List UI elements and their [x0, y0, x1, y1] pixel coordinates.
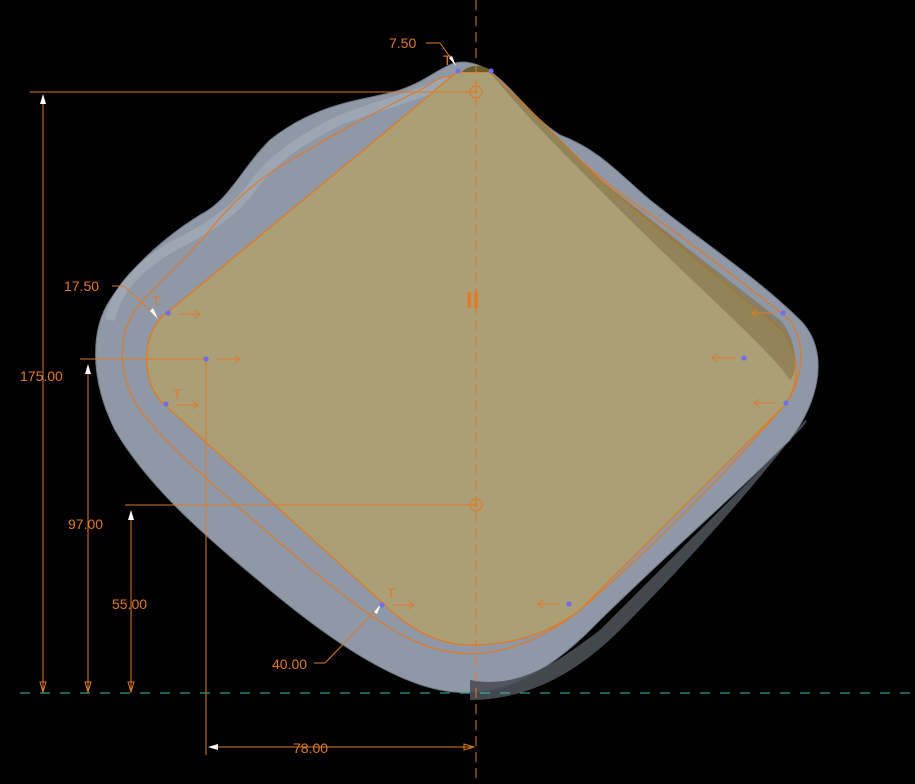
arrow-left-icon: [753, 398, 776, 408]
arrow-right-icon: [180, 309, 201, 319]
arrow-left-icon: [751, 308, 774, 318]
sketch-profile[interactable]: [145, 66, 797, 646]
arrow-left-icon: [537, 599, 560, 609]
dot-icon[interactable]: [780, 310, 786, 316]
dimension-left-radius[interactable]: 17.50: [64, 278, 159, 319]
arrowhead-icon: [208, 744, 218, 750]
dimension-half-width[interactable]: 78.00: [208, 740, 476, 756]
dimension-left-height[interactable]: 97.00: [68, 364, 103, 694]
arrow-right-icon: [176, 400, 199, 410]
arrowhead-icon: [449, 56, 456, 66]
dot-icon[interactable]: [488, 68, 494, 74]
arrowhead-icon: [40, 94, 46, 104]
offset-contour[interactable]: [121, 75, 802, 655]
vertices[interactable]: [163, 68, 789, 608]
arrowhead-icon: [150, 308, 158, 319]
dimension-center-height[interactable]: 55.00: [112, 510, 147, 694]
dot-icon[interactable]: [741, 355, 747, 361]
dimension-bottom-radius[interactable]: 40.00: [272, 604, 381, 672]
dimension-label-center-height[interactable]: 55.00: [112, 596, 147, 612]
arrow-right-icon: [216, 354, 241, 364]
tangent-marker: T: [443, 52, 452, 68]
dot-icon[interactable]: [783, 400, 789, 406]
tangent-marker: T: [152, 293, 161, 309]
dimension-label-top-tip[interactable]: 7.50: [389, 35, 416, 51]
arrowhead-icon: [374, 604, 381, 614]
arrow-left-icon: [711, 353, 736, 363]
profile-side-face: [490, 72, 796, 380]
dimension-top-tip[interactable]: 7.50: [389, 35, 456, 66]
tangent-marker: T: [387, 585, 396, 601]
dimension-label-bottom-radius[interactable]: 40.00: [272, 656, 307, 672]
dot-icon[interactable]: [165, 310, 171, 316]
arrow-right-icon: [392, 600, 415, 610]
arrowhead-icon: [463, 743, 476, 751]
dimension-label-left-height[interactable]: 97.00: [68, 516, 103, 532]
arrowhead-icon: [128, 510, 134, 520]
arrowhead-icon: [127, 681, 135, 694]
arrowhead-icon: [84, 681, 92, 694]
dimension-overall-height[interactable]: 175.00: [20, 94, 63, 694]
circle-target-icon[interactable]: [469, 498, 483, 512]
tangent-marker: T: [173, 386, 182, 402]
dimension-label-overall-height[interactable]: 175.00: [20, 368, 63, 384]
top-tab: [462, 66, 492, 72]
dot-icon[interactable]: [163, 401, 169, 407]
dimension-label-half-width[interactable]: 78.00: [293, 740, 328, 756]
constraint-arrows: [176, 308, 776, 610]
mesh-highlight: [105, 75, 453, 322]
circle-target-icon[interactable]: [469, 85, 483, 99]
arrowhead-icon: [85, 364, 91, 374]
dot-icon[interactable]: [379, 602, 385, 608]
dot-icon[interactable]: [455, 68, 461, 74]
dimension-label-left-radius[interactable]: 17.50: [64, 278, 99, 294]
symmetry-marker: II: [466, 287, 479, 314]
arrowhead-icon: [39, 681, 47, 694]
dot-icon[interactable]: [566, 601, 572, 607]
dot-icon[interactable]: [203, 356, 209, 362]
